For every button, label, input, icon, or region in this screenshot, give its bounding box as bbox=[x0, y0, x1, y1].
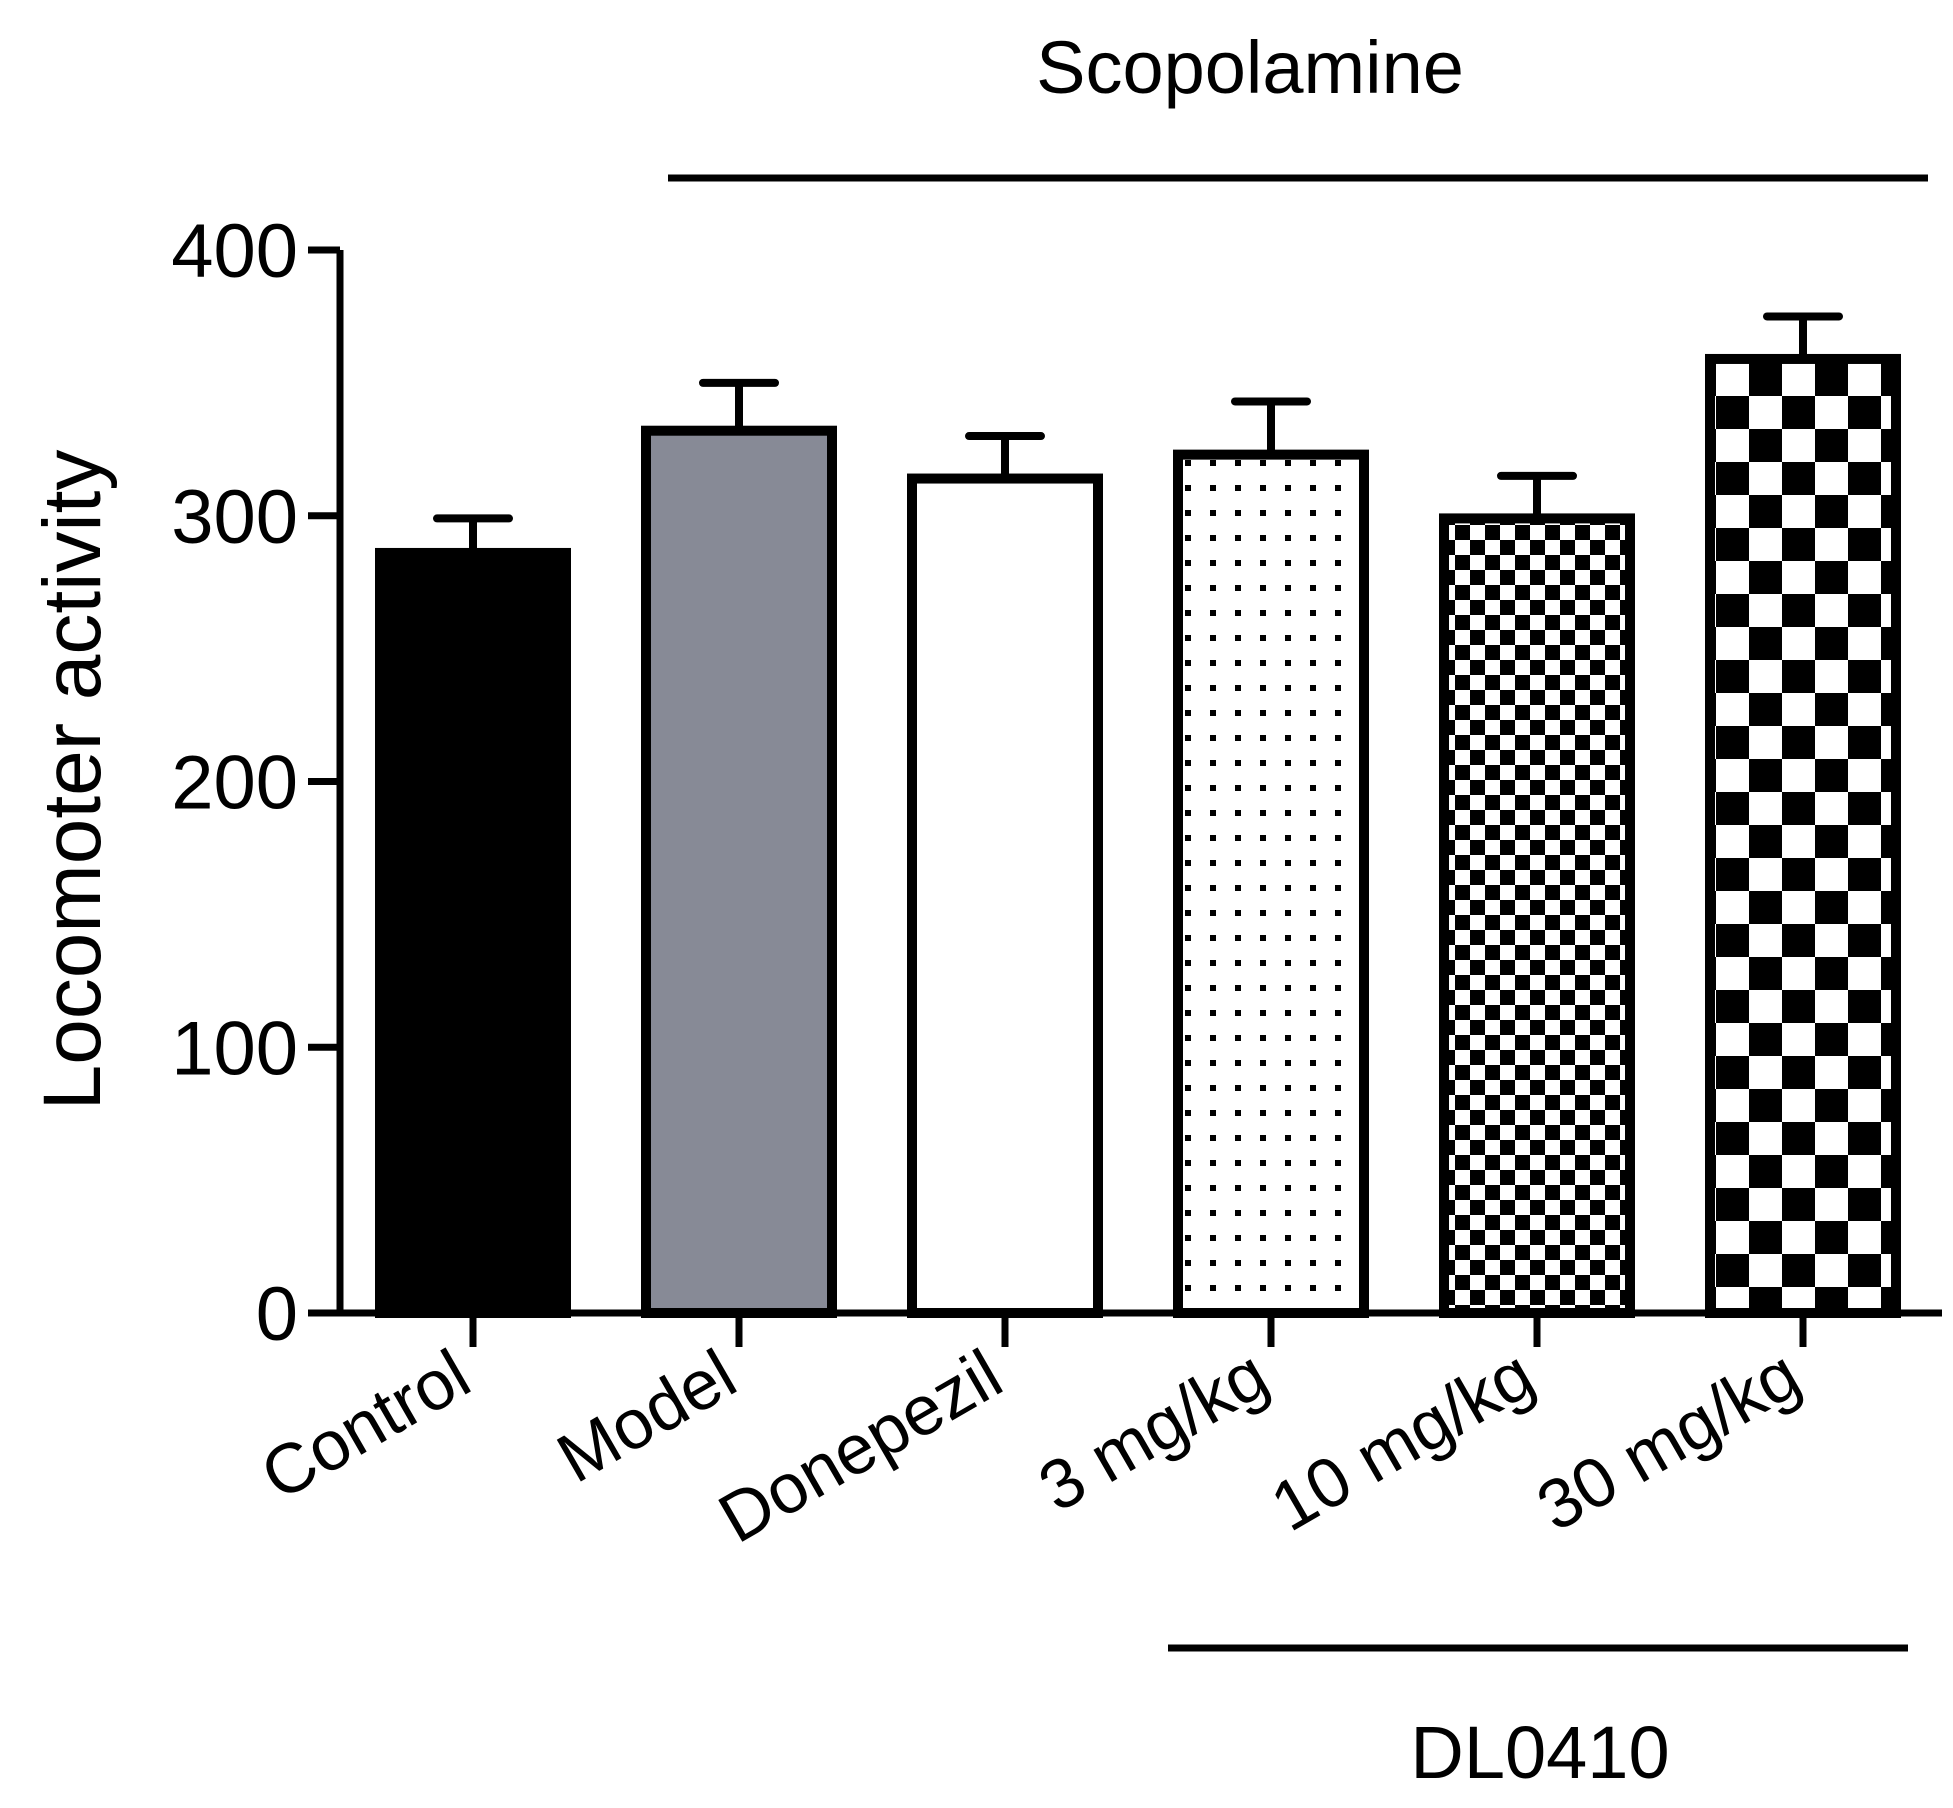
y-tick-label: 300 bbox=[171, 475, 298, 560]
bar-control bbox=[375, 547, 571, 1318]
y-axis-ticks: 0 100 200 300 400 bbox=[171, 209, 340, 1357]
y-tick-label: 0 bbox=[256, 1272, 298, 1357]
y-tick-label: 200 bbox=[171, 741, 298, 826]
bar-model bbox=[641, 425, 837, 1318]
x-tick-label-10-mg-kg: 10 mg/kg bbox=[1258, 1334, 1546, 1546]
scopolamine-label: Scopolamine bbox=[1036, 26, 1464, 109]
x-tick-label-3-mg-kg: 3 mg/kg bbox=[1026, 1334, 1281, 1526]
x-tick-label-model: Model bbox=[544, 1334, 748, 1497]
bars bbox=[375, 353, 1901, 1319]
dl0410-label: DL0410 bbox=[1410, 1711, 1669, 1794]
y-tick-label: 100 bbox=[171, 1006, 298, 1091]
y-tick-label: 400 bbox=[171, 209, 298, 294]
x-tick-label-30-mg-kg: 30 mg/kg bbox=[1524, 1334, 1812, 1546]
bar-3-mg-kg bbox=[1173, 449, 1369, 1318]
bar-donepezil bbox=[907, 473, 1103, 1319]
error-bars bbox=[433, 312, 1843, 553]
bar-30-mg-kg bbox=[1705, 353, 1901, 1318]
y-axis-label: Locomoter activity bbox=[27, 450, 118, 1111]
bar-10-mg-kg bbox=[1439, 513, 1635, 1318]
x-tick-label-control: Control bbox=[248, 1334, 482, 1514]
x-tick-label-donepezil: Donepezil bbox=[706, 1334, 1015, 1557]
